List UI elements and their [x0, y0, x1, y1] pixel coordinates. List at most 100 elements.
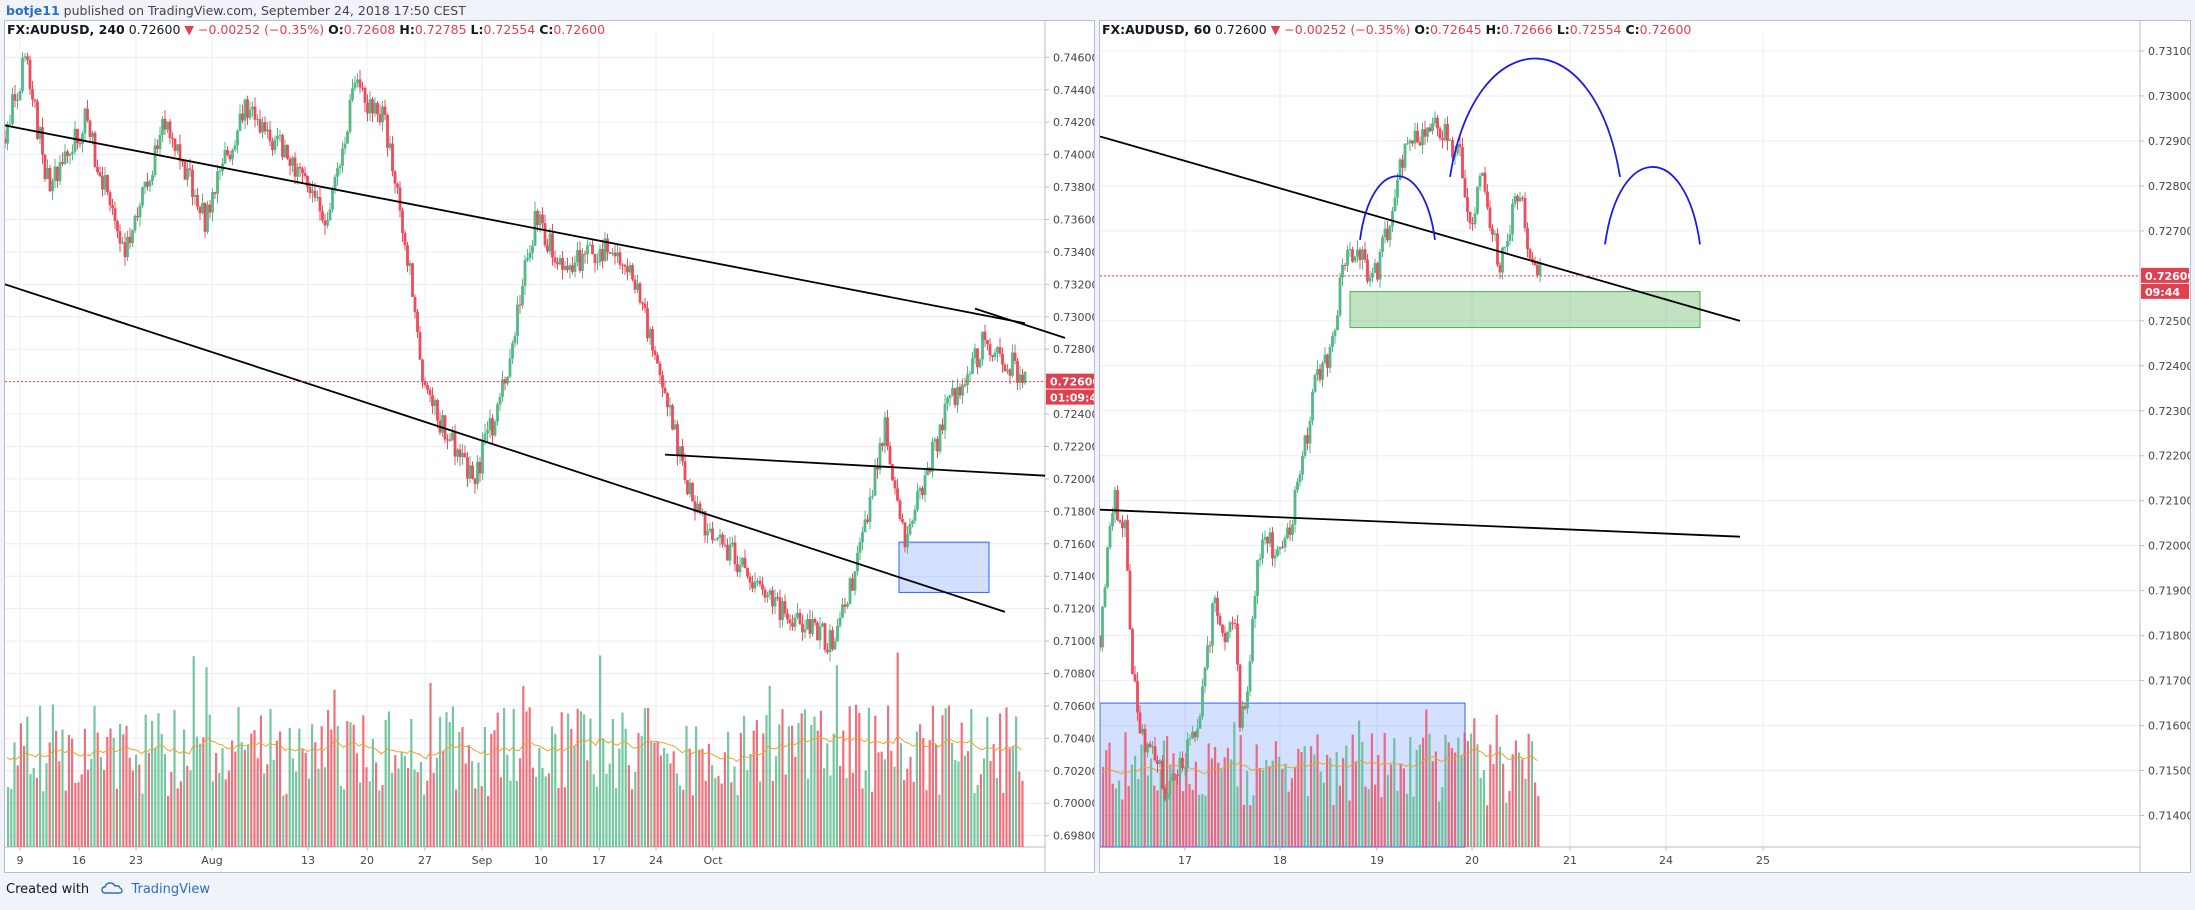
candle-body: [1101, 606, 1104, 648]
candle-body: [1308, 420, 1312, 444]
candle-body: [823, 623, 827, 650]
candle-body: [856, 552, 859, 572]
candle-body: [203, 202, 207, 232]
high-label: H:: [1485, 22, 1502, 37]
volume-bar: [240, 742, 243, 847]
candle-body: [1016, 361, 1019, 383]
candle-body: [331, 189, 334, 210]
candle-body: [1318, 368, 1322, 380]
volume-bar: [327, 710, 330, 847]
candle-body: [98, 172, 102, 177]
x-tick-label: 21: [1563, 854, 1577, 867]
volume-bar: [1153, 785, 1156, 847]
candle-body: [613, 252, 617, 257]
volume-bar: [439, 716, 442, 847]
candle-body: [696, 503, 699, 513]
volume-bar: [397, 768, 400, 847]
volume-bar: [448, 722, 451, 847]
y-tick-label: 0.72200: [2148, 450, 2190, 463]
volume-bar: [554, 733, 557, 847]
volume-bar: [951, 742, 954, 847]
y-tick-label: 0.69800: [1053, 830, 1094, 843]
candle-body: [373, 102, 377, 114]
candle-body: [616, 252, 619, 257]
candle-body: [1516, 196, 1519, 202]
tradingview-link[interactable]: TradingView: [131, 882, 210, 897]
candle-body: [481, 441, 484, 474]
candle-body: [811, 619, 814, 634]
candle-body: [1186, 739, 1189, 768]
volume-bar: [688, 748, 691, 847]
candle-body: [601, 248, 604, 261]
volume-bar: [10, 789, 13, 847]
candle-body: [646, 308, 649, 339]
volume-bar: [631, 789, 634, 847]
volume-bar: [874, 715, 877, 847]
candle-body: [833, 641, 837, 650]
y-tick-label: 0.74400: [1053, 84, 1094, 97]
volume-bar: [1268, 766, 1271, 847]
candle-body: [443, 415, 447, 440]
volume-bar: [131, 770, 134, 847]
volume-bar: [42, 791, 45, 847]
candle-body: [1491, 228, 1494, 235]
volume-bar: [1143, 743, 1146, 847]
pattern-arc: [1359, 175, 1436, 240]
candle-body: [448, 439, 452, 441]
candle-body: [488, 418, 492, 431]
candle-body: [71, 151, 74, 154]
chart-panel-240[interactable]: FX:AUDUSD, 240 0.72600 ▼ −0.00252 (−0.35…: [4, 20, 1095, 873]
volume-bar: [602, 738, 605, 847]
candle-body: [156, 145, 159, 150]
volume-bar: [1233, 722, 1236, 847]
volume-bar: [157, 713, 160, 847]
volume-bar: [183, 729, 186, 847]
volume-bar: [493, 730, 496, 847]
price-chart-240[interactable]: 0.74600 0.74400 0.74200 0.74000 0.73800 0.736…: [5, 21, 1094, 872]
author-link[interactable]: botje11: [6, 3, 60, 18]
candle-body: [366, 102, 369, 114]
volume-bar: [1011, 746, 1014, 847]
candle-body: [41, 127, 44, 155]
volume-bar: [253, 730, 256, 847]
candle-body: [338, 165, 342, 169]
volume-bar: [1409, 736, 1412, 847]
candle-body: [1463, 178, 1467, 198]
candle-body: [491, 418, 494, 436]
candle-body: [96, 166, 99, 173]
chart-panel-60[interactable]: FX:AUDUSD, 60 0.72600 ▼ −0.00252 (−0.35%…: [1099, 20, 2191, 873]
published-info: botje11 published on TradingView.com, Se…: [6, 3, 466, 19]
candle-body: [251, 106, 254, 110]
volume-bar: [333, 689, 336, 847]
volume-bar: [1511, 754, 1514, 847]
chart-legend: FX:AUDUSD, 240 0.72600 ▼ −0.00252 (−0.35…: [7, 22, 605, 37]
volume-bar: [1361, 741, 1364, 847]
volume-bar: [835, 665, 838, 847]
volume-bar: [826, 743, 829, 847]
candle-body: [58, 162, 62, 182]
open-value: 0.72608: [343, 22, 396, 37]
candle-body: [1198, 716, 1202, 729]
y-tick-label: 0.72900: [2148, 135, 2190, 148]
volume-bar: [1316, 734, 1319, 847]
candle-body: [1131, 629, 1134, 675]
candle-body: [866, 519, 869, 522]
candle-body: [298, 166, 302, 169]
volume-bar: [551, 726, 554, 847]
candle-body: [341, 148, 344, 166]
candle-body: [363, 88, 367, 103]
volume-bar: [1537, 796, 1540, 847]
volume-bar: [1127, 786, 1130, 847]
candle-body: [1141, 728, 1144, 734]
candle-body: [663, 387, 667, 393]
volume-bar: [685, 725, 688, 847]
volume-bar: [378, 790, 381, 847]
candle-body: [1143, 728, 1147, 753]
candle-body: [1533, 262, 1537, 266]
price-chart-60[interactable]: 0.73100 0.73000 0.72900 0.72800 0.72700 0.726…: [1100, 21, 2190, 872]
volume-bar: [499, 777, 502, 847]
volume-bar: [983, 758, 986, 847]
candle-body: [511, 343, 514, 359]
candle-body: [1331, 336, 1334, 348]
candle-body: [1321, 363, 1324, 380]
